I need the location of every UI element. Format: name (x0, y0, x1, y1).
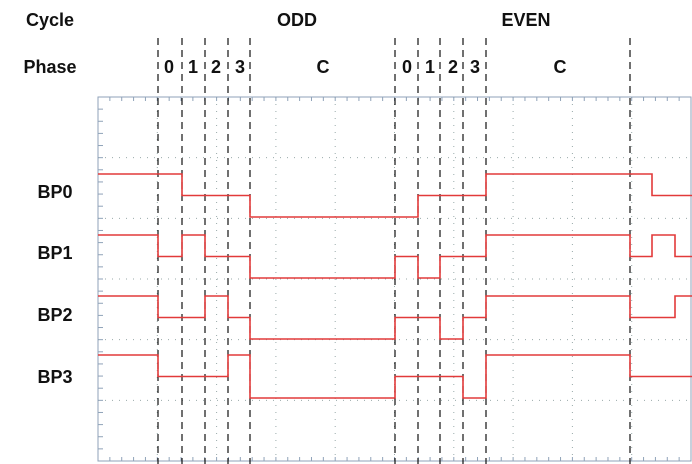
phase-name: 1 (425, 57, 435, 77)
waveform (98, 173, 692, 218)
phase-name: C (317, 57, 330, 77)
phase-name: C (554, 57, 567, 77)
phase-name: 0 (402, 57, 412, 77)
signal-label: BP3 (37, 367, 72, 387)
waveform (98, 234, 692, 279)
cycle-name: EVEN (501, 10, 550, 30)
waveform (98, 354, 692, 399)
cycle-name: ODD (277, 10, 317, 30)
phase-name: 1 (188, 57, 198, 77)
phase-name: 2 (211, 57, 221, 77)
phase-name: 3 (470, 57, 480, 77)
waveform (98, 295, 692, 340)
phase-name: 2 (448, 57, 458, 77)
phase-name: 0 (164, 57, 174, 77)
signal-label: BP2 (37, 305, 72, 325)
signal-label: BP0 (37, 182, 72, 202)
signal-label: BP1 (37, 243, 72, 263)
phase-label: Phase (23, 57, 76, 77)
cycle-label: Cycle (26, 10, 74, 30)
phase-name: 3 (235, 57, 245, 77)
